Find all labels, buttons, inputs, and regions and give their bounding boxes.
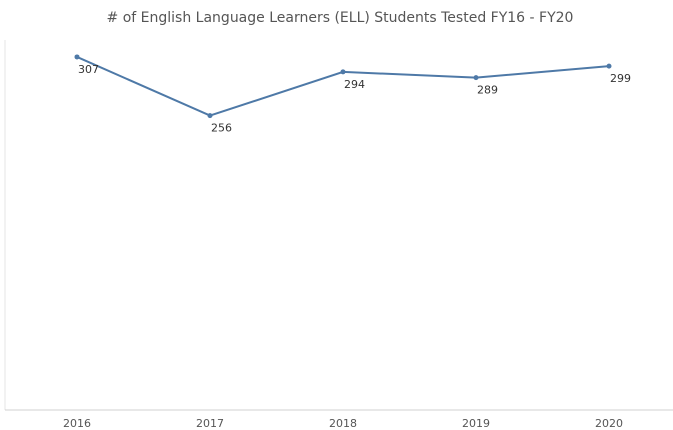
- point: [473, 75, 479, 81]
- chart-title: # of English Language Learners (ELL) Stu…: [107, 10, 574, 26]
- value-label: 289: [477, 84, 498, 97]
- point: [606, 63, 612, 69]
- x-tick-label: 2020: [595, 417, 623, 430]
- value-label: 307: [78, 63, 99, 76]
- value-label: 299: [610, 72, 631, 85]
- x-tick-label: 2017: [196, 417, 224, 430]
- x-tick-label: 2016: [63, 417, 91, 430]
- point: [340, 69, 346, 75]
- line: [76, 56, 610, 117]
- point: [74, 54, 80, 60]
- value-label: 294: [344, 78, 365, 91]
- point: [207, 113, 213, 119]
- x-tick-label: 2018: [329, 417, 357, 430]
- value-label: 256: [211, 122, 232, 135]
- x-tick-label: 2019: [462, 417, 490, 430]
